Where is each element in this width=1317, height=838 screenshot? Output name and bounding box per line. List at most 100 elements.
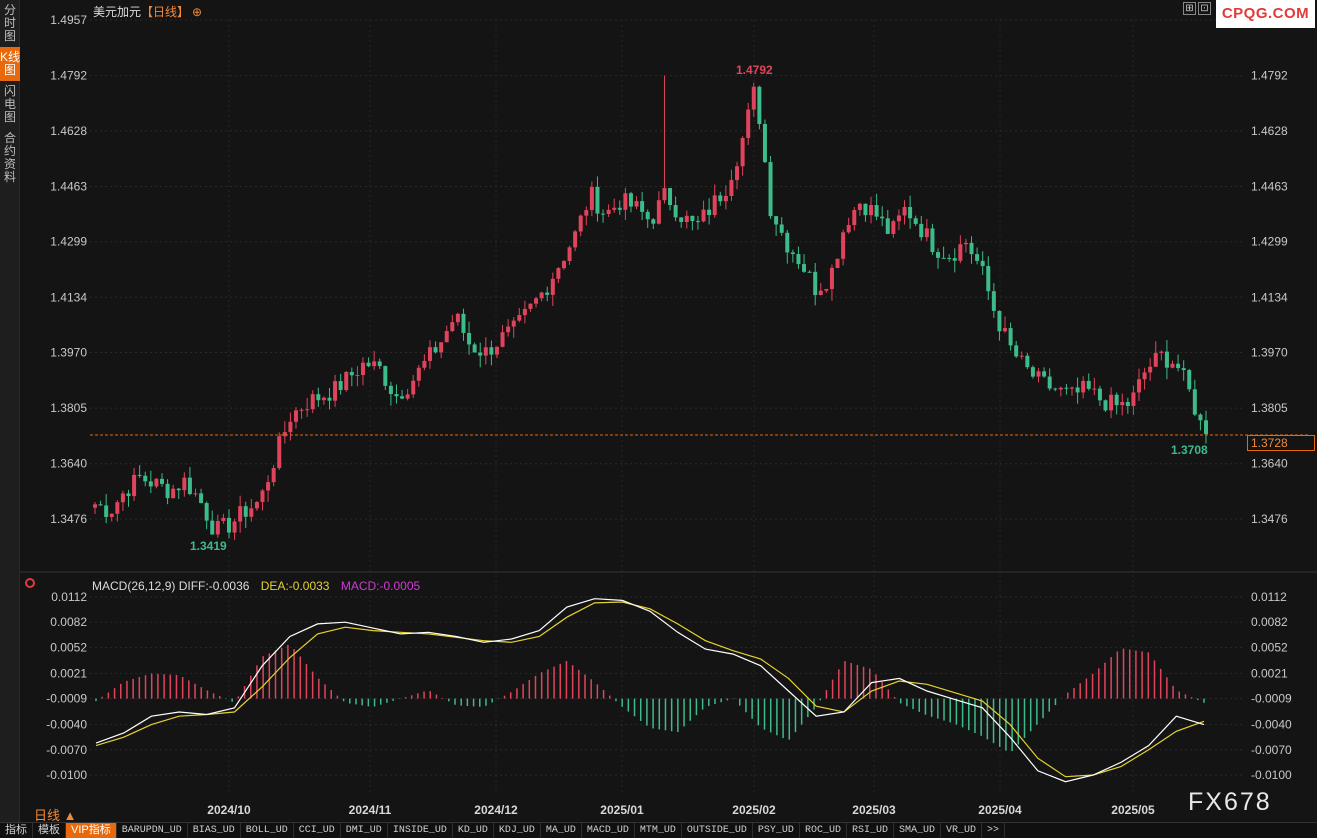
candle-body <box>1081 380 1086 393</box>
price-tick-right: 1.3476 <box>1251 512 1288 526</box>
candle-body <box>215 521 220 535</box>
indicator-tab[interactable]: KD_UD <box>453 823 494 838</box>
candle-body <box>1086 380 1091 389</box>
candle-body <box>735 166 740 181</box>
indicator-tab[interactable]: MTM_UD <box>635 823 682 838</box>
candle-body <box>841 232 846 259</box>
candle-body <box>941 257 946 259</box>
candle-body <box>1187 370 1192 390</box>
candle-body <box>790 252 795 255</box>
candle-body <box>455 313 460 323</box>
candle-body <box>1192 389 1197 415</box>
indicator-tab[interactable]: >> <box>982 823 1006 838</box>
candle-body <box>483 347 488 356</box>
indicator-tab[interactable]: KDJ_UD <box>494 823 541 838</box>
cpqg-watermark: CPQG.COM <box>1216 0 1315 28</box>
tab-contract-info[interactable]: 合约资料 <box>3 131 16 184</box>
candle-body <box>193 493 198 495</box>
price-tick-right: 1.3640 <box>1251 457 1288 471</box>
restore-icon[interactable]: ⊡ <box>1198 2 1211 15</box>
indicator-tab[interactable]: CCI_UD <box>294 823 341 838</box>
candle-body <box>288 421 293 433</box>
candle-body <box>232 521 237 533</box>
candle-body <box>774 216 779 225</box>
fullscreen-icon[interactable]: ⊞ <box>1183 2 1196 15</box>
macd-settings-icon[interactable] <box>25 578 35 588</box>
tab-time-sharing[interactable]: 分时图 <box>3 3 16 43</box>
candle-body <box>707 209 712 216</box>
macd-dea-value: DEA:-0.0033 <box>260 579 330 593</box>
candle-body <box>640 201 645 212</box>
plus-circle-icon[interactable]: ⊕ <box>192 5 203 19</box>
candle-body <box>539 292 544 299</box>
candle-body <box>137 474 142 476</box>
tab-flash-chart[interactable]: 闪电图 <box>3 84 16 124</box>
indicator-tab[interactable]: VIP指标 <box>66 823 117 838</box>
price-tick-right: 1.4463 <box>1251 179 1288 193</box>
indicator-tab[interactable]: BIAS_UD <box>188 823 241 838</box>
candle-body <box>1036 371 1041 377</box>
candle-body <box>1204 420 1208 435</box>
indicator-tab[interactable]: VR_UD <box>941 823 982 838</box>
macd-tick-right: 0.0082 <box>1251 615 1288 629</box>
candle-body <box>344 371 349 391</box>
low-price-annotation: 1.3419 <box>190 539 227 553</box>
indicator-tab[interactable]: BARUPDN_UD <box>117 823 188 838</box>
indicator-tab[interactable]: INSIDE_UD <box>388 823 453 838</box>
macd-tick-right: 0.0052 <box>1251 640 1288 654</box>
candle-body <box>712 195 717 216</box>
candle-body <box>930 228 935 253</box>
indicator-tab[interactable]: DMI_UD <box>341 823 388 838</box>
indicator-tab[interactable]: ROC_UD <box>800 823 847 838</box>
indicator-tab[interactable]: SMA_UD <box>894 823 941 838</box>
candle-body <box>980 260 985 267</box>
candle-body <box>947 257 952 259</box>
candle-body <box>818 290 823 296</box>
candle-body <box>556 268 561 279</box>
indicator-tab[interactable]: 指标 <box>0 823 33 838</box>
candle-body <box>740 138 745 167</box>
candle-body <box>388 385 393 395</box>
indicator-tab[interactable]: 模板 <box>33 823 66 838</box>
candle-body <box>238 506 243 522</box>
candle-body <box>852 210 857 225</box>
candle-body <box>310 394 315 410</box>
candle-body <box>254 501 259 509</box>
indicator-tab[interactable]: BOLL_UD <box>241 823 294 838</box>
indicator-tab[interactable]: RSI_UD <box>847 823 894 838</box>
indicator-tab[interactable]: MA_UD <box>541 823 582 838</box>
candle-body <box>383 366 388 386</box>
price-tick-left: 1.4628 <box>50 124 87 138</box>
candle-body <box>1153 352 1158 367</box>
candle-body <box>143 475 148 482</box>
indicator-tab[interactable]: PSY_UD <box>753 823 800 838</box>
period-selector[interactable]: 日线 ▲ <box>34 808 77 823</box>
tab-kline[interactable]: K线图 <box>0 47 20 81</box>
candle-body <box>997 310 1002 332</box>
candle-body <box>327 397 332 401</box>
macd-title: MACD(26,12,9) <box>92 579 176 593</box>
candle-body <box>494 346 499 355</box>
x-axis-label: 2025/03 <box>852 803 896 817</box>
price-tick-left: 1.3476 <box>50 512 87 526</box>
candle-body <box>154 478 159 487</box>
candle-body <box>913 218 918 224</box>
candle-body <box>796 254 801 265</box>
candle-body <box>1075 387 1080 393</box>
macd-header: MACD(26,12,9) DIFF:-0.0036 DEA:-0.0033 M… <box>92 579 420 593</box>
price-tick-right: 1.4792 <box>1251 69 1288 83</box>
candle-body <box>171 488 176 499</box>
candle-body <box>165 483 170 499</box>
macd-tick-left: -0.0100 <box>46 768 87 782</box>
price-tick-left: 1.4299 <box>50 235 87 249</box>
indicator-tab[interactable]: OUTSIDE_UD <box>682 823 753 838</box>
candle-body <box>1159 351 1164 353</box>
indicator-tab[interactable]: MACD_UD <box>582 823 635 838</box>
candle-body <box>439 342 444 353</box>
chart-canvas[interactable]: 1.4957 1.4792 1.4792 1.4628 1.4628 1.4463 1.44… <box>20 0 1317 822</box>
period-indicator: 【日线】 <box>141 5 190 19</box>
candle-body <box>896 215 901 222</box>
candle-body <box>1120 401 1125 406</box>
price-tick-left: 1.4792 <box>50 69 87 83</box>
